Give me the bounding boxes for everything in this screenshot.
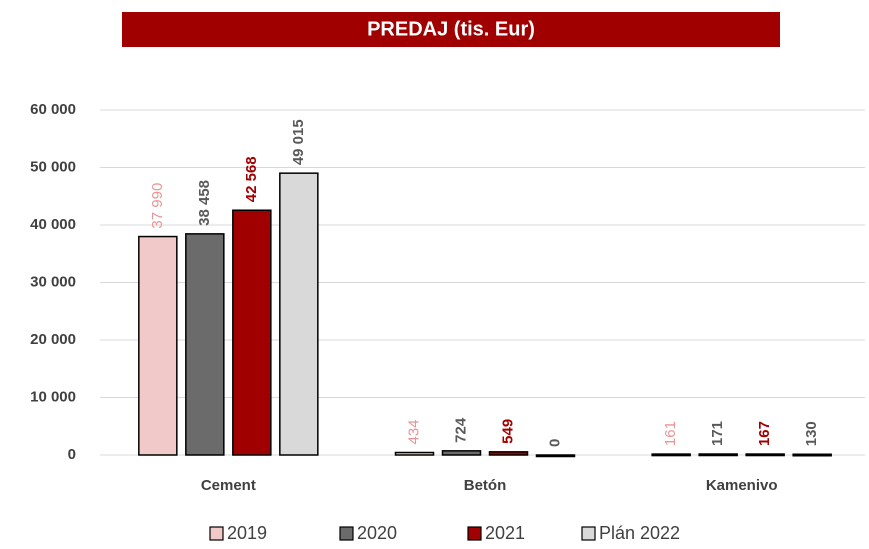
bar (488, 451, 529, 456)
value-label: 161 (662, 421, 679, 446)
bar (138, 235, 178, 456)
value-label: 167 (756, 421, 773, 446)
y-tick-label: 20 000 (30, 331, 76, 348)
value-label: 38 458 (196, 180, 213, 226)
bar (279, 172, 319, 456)
value-label: 171 (709, 421, 726, 446)
x-tick-label: Cement (201, 477, 256, 494)
value-label: 37 990 (149, 183, 166, 229)
value-label: 0 (546, 439, 563, 447)
bar (185, 233, 225, 456)
title-banner (122, 12, 780, 47)
y-tick-label: 0 (68, 446, 76, 463)
y-tick-label: 40 000 (30, 216, 76, 233)
x-tick-label: Betón (464, 477, 507, 494)
bar (792, 453, 832, 457)
bar (394, 451, 435, 456)
bar (535, 454, 576, 458)
value-label: 49 015 (290, 119, 307, 165)
legend-label: 2021 (485, 523, 525, 543)
bar (441, 450, 482, 456)
legend-swatch (467, 526, 482, 541)
value-label: 434 (405, 419, 422, 444)
value-label: 724 (452, 417, 469, 443)
y-tick-label: 50 000 (30, 158, 76, 175)
y-tick-label: 10 000 (30, 388, 76, 405)
chart-title: PREDAJ (tis. Eur) (367, 18, 535, 40)
legend-swatch (339, 526, 354, 541)
bar (745, 453, 785, 457)
legend-label: 2019 (227, 523, 267, 543)
bar (232, 209, 272, 456)
value-label: 130 (803, 421, 820, 446)
legend-swatch (581, 526, 596, 541)
bar (651, 453, 691, 457)
value-label: 42 568 (243, 156, 260, 202)
value-label: 549 (499, 419, 516, 444)
bar (698, 453, 738, 457)
legend-label: 2020 (357, 523, 397, 543)
y-tick-label: 30 000 (30, 273, 76, 290)
legend-label: Plán 2022 (599, 523, 680, 543)
y-tick-label: 60 000 (30, 101, 76, 118)
legend-swatch (209, 526, 224, 541)
x-tick-label: Kamenivo (706, 477, 778, 494)
